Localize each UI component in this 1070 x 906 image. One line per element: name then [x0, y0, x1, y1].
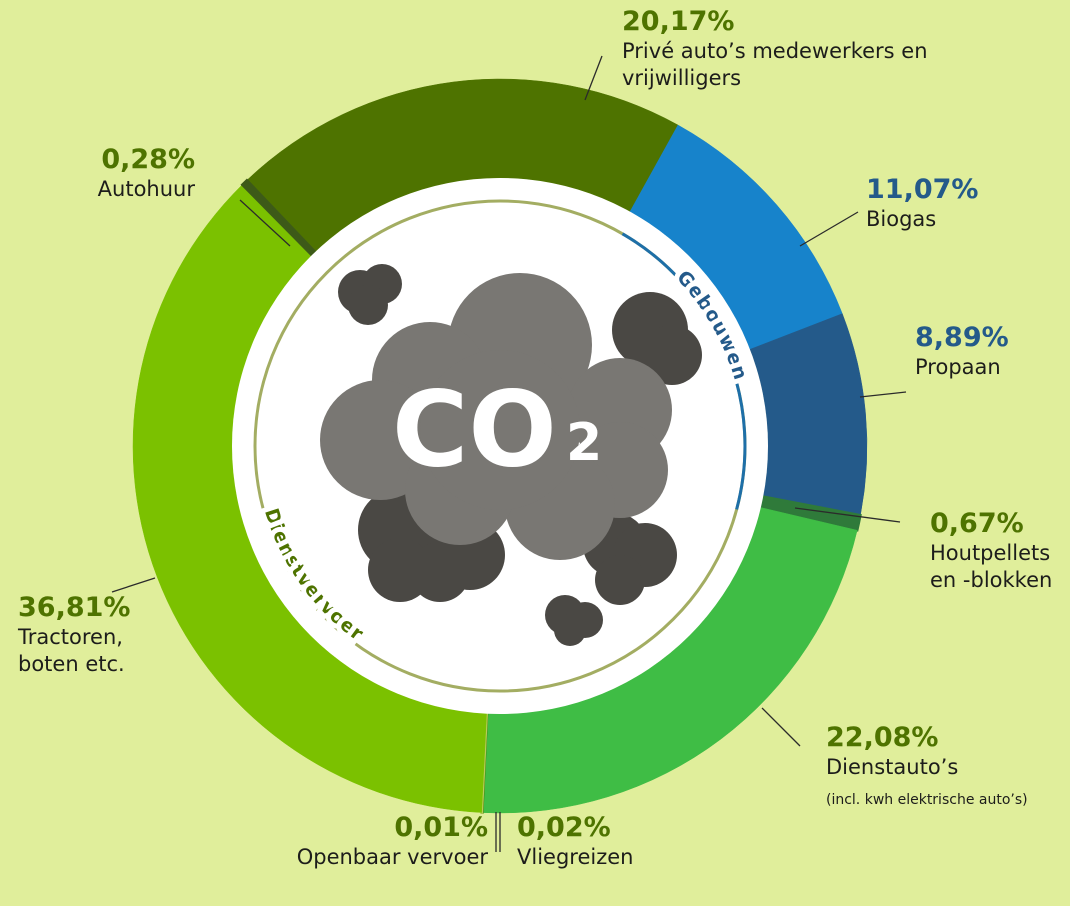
leader-line: [800, 212, 858, 246]
segment-label: 0,28%Autohuur: [35, 144, 195, 203]
value-label: 0,01%: [288, 812, 488, 844]
category-label: Autohuur: [98, 177, 195, 201]
leader-line: [762, 708, 800, 746]
category-label: Openbaar vervoer: [297, 845, 488, 869]
value-label: 22,08%: [826, 722, 1070, 754]
value-label: 8,89%: [915, 322, 1065, 354]
value-label: 0,02%: [517, 812, 677, 844]
leader-line: [860, 392, 906, 397]
segment-label: 0,02%Vliegreizen: [517, 812, 677, 871]
segment-label: 0,67%Houtpellets en -blokken: [930, 508, 1065, 594]
leader-line: [112, 578, 155, 592]
category-label: Vliegreizen: [517, 845, 633, 869]
value-label: 0,67%: [930, 508, 1065, 540]
category-label: Tractoren, boten etc.: [18, 625, 125, 676]
segment-label: 20,17%Privé auto’s medewerkers en vrijwi…: [622, 6, 962, 92]
infographic: Gebouwen Dienstvervoer CO 2 20,17%Privé …: [0, 0, 1070, 906]
segment-label: 0,01%Openbaar vervoer: [288, 812, 488, 871]
annotation: (incl. kwh elektrische auto’s): [826, 787, 1070, 814]
donut-segment: [750, 314, 867, 516]
segment-label: 8,89%Propaan: [915, 322, 1065, 381]
center-label: CO: [392, 368, 557, 490]
value-label: 36,81%: [18, 592, 158, 624]
center-label-sub: 2: [566, 413, 602, 473]
segment-label: 11,07%Biogas: [866, 174, 1046, 233]
category-label: Houtpellets en -blokken: [930, 541, 1052, 592]
category-label: Dienstauto’s: [826, 755, 958, 779]
value-label: 11,07%: [866, 174, 1046, 206]
segment-label: 22,08%Dienstauto’s (incl. kwh elektrische…: [826, 722, 1070, 814]
category-label: Biogas: [866, 207, 936, 231]
value-label: 20,17%: [622, 6, 962, 38]
segment-label: 36,81%Tractoren, boten etc.: [18, 592, 158, 678]
category-label: Privé auto’s medewerkers en vrijwilliger…: [622, 39, 928, 90]
category-label: Propaan: [915, 355, 1001, 379]
value-label: 0,28%: [35, 144, 195, 176]
